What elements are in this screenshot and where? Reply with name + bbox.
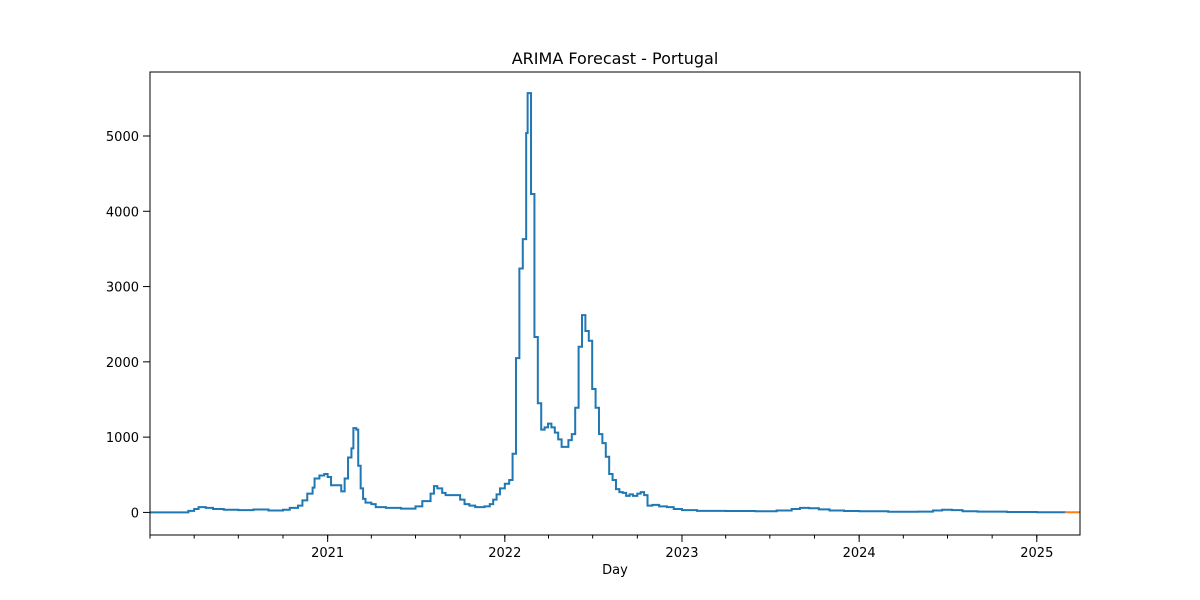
y-tick-label-0: 0: [131, 506, 139, 521]
y-tick-label-2: 2000: [106, 356, 139, 371]
y-tick-label-5: 5000: [106, 130, 139, 145]
plot-frame: [149, 71, 1081, 536]
x-axis: 2021 2022 2023 2024 2025: [149, 535, 1053, 561]
x-tick-label-0: 2021: [311, 546, 344, 561]
y-tick-label-1: 1000: [106, 431, 139, 446]
series-line-0: [150, 92, 1066, 514]
x-tick-label-2: 2023: [665, 546, 698, 561]
chart-title: ARIMA Forecast - Portugal: [512, 49, 719, 68]
x-axis-label: Day: [602, 563, 628, 578]
y-tick-label-3: 3000: [106, 281, 139, 296]
x-tick-label-3: 2024: [843, 546, 876, 561]
series-layer: [150, 92, 1080, 514]
x-tick-label-1: 2022: [488, 546, 521, 561]
y-axis: 0 1000 2000 3000 4000 5000: [106, 130, 150, 521]
x-tick-label-4: 2025: [1020, 546, 1053, 561]
y-tick-label-4: 4000: [106, 205, 139, 220]
